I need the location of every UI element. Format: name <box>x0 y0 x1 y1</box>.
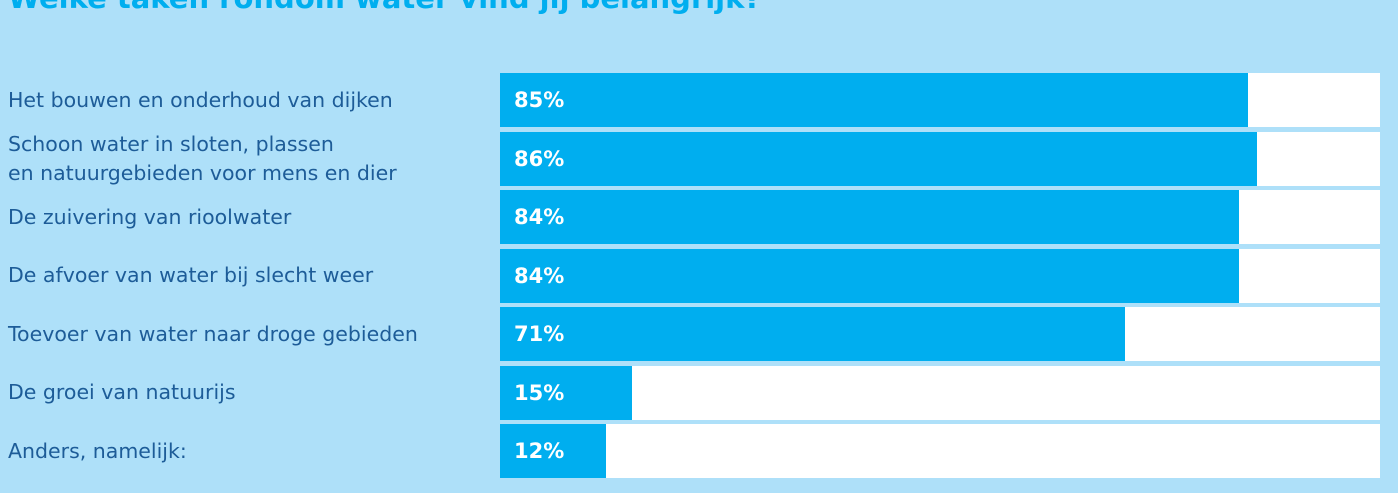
value-label: 15% <box>514 380 565 405</box>
bar-track: 15% <box>500 365 1380 420</box>
category-label: Schoon water in sloten, plassen en natuu… <box>8 131 397 185</box>
bar <box>500 190 1240 244</box>
value-label: 71% <box>514 322 565 346</box>
bar-track: 86% <box>500 131 1380 186</box>
value-label: 85% <box>514 88 565 112</box>
category-label: De afvoer van water bij slecht weer <box>8 263 374 287</box>
bar-track: 84% <box>500 190 1380 244</box>
bar <box>500 424 606 478</box>
category-label: Toevoer van water naar droge gebieden <box>8 321 418 346</box>
bar-track: 71% <box>500 307 1380 361</box>
value-label: 84% <box>514 263 565 288</box>
category-label: Anders, namelijk: <box>8 438 187 463</box>
chart-title: Welke taken rondom water vind jij belang… <box>8 0 761 15</box>
bar-track: 84% <box>500 248 1380 303</box>
category-label: De groei van natuurijs <box>8 380 236 404</box>
bar <box>500 131 1257 186</box>
value-label: 12% <box>514 439 565 463</box>
bar-track: 12% <box>500 424 1380 478</box>
bar <box>500 365 632 420</box>
bar-track: 85% <box>500 73 1380 127</box>
value-label: 86% <box>514 146 565 171</box>
bar <box>500 248 1240 303</box>
bar <box>500 307 1125 361</box>
category-label: De zuivering van rioolwater <box>8 204 292 229</box>
bar <box>500 73 1248 127</box>
value-label: 84% <box>514 205 565 229</box>
category-label: Het bouwen en onderhoud van dijken <box>8 87 393 112</box>
